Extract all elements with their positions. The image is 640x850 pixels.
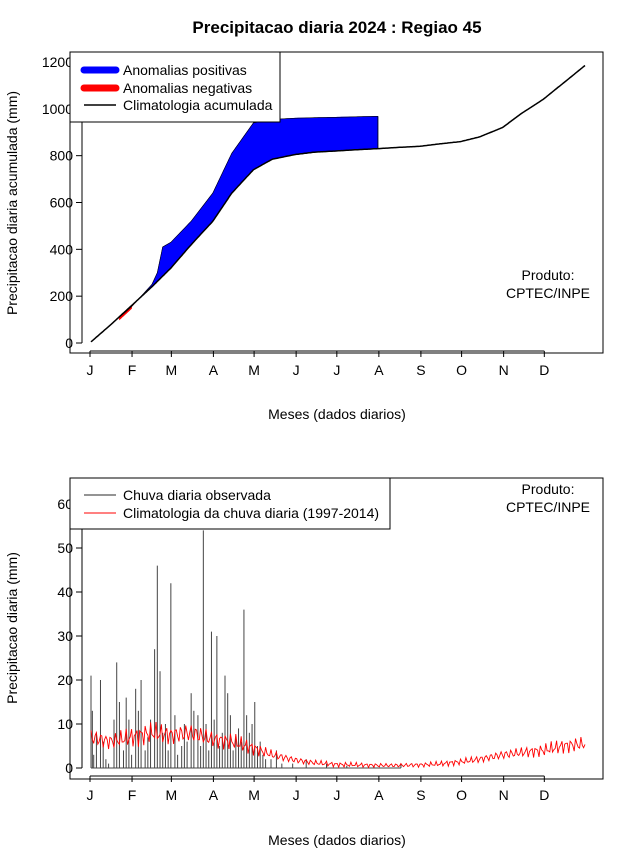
- top-y-axis-label: Precipitacao diaria acumulada (mm): [4, 91, 20, 315]
- x-tick-label: J: [333, 787, 340, 803]
- bottom-panel: 0 10 20 30 40 50 60 J F M A M J J A S O N D Meses (dados …: [4, 477, 604, 848]
- y-tick-label: 800: [50, 148, 74, 164]
- legend-negative-label: Anomalias negativas: [123, 80, 252, 96]
- y-tick-label: 50: [57, 540, 73, 556]
- legend-climatology-daily-label: Climatologia da chuva diaria (1997-2014): [123, 505, 379, 521]
- y-tick-label: 600: [50, 195, 74, 211]
- bottom-annotation-line-1: Produto:: [522, 481, 575, 497]
- bottom-climatology-line: [90, 721, 586, 769]
- x-tick-label: J: [87, 787, 94, 803]
- x-tick-label: O: [456, 787, 467, 803]
- y-tick-label: 1200: [42, 54, 73, 70]
- y-tick-label: 0: [65, 335, 73, 351]
- top-y-axis: 0 200 400 600 800 1000 1200: [42, 54, 83, 351]
- bottom-x-axis-label: Meses (dados diarios): [268, 832, 406, 848]
- y-tick-label: 400: [50, 241, 74, 257]
- y-tick-label: 200: [50, 288, 74, 304]
- x-tick-label: O: [456, 362, 467, 378]
- x-tick-label: A: [209, 787, 219, 803]
- y-tick-label: 60: [57, 496, 73, 512]
- x-tick-label: N: [499, 362, 509, 378]
- x-tick-label: M: [248, 787, 260, 803]
- x-tick-label: M: [166, 787, 178, 803]
- x-tick-label: D: [539, 787, 549, 803]
- x-tick-label: J: [333, 362, 340, 378]
- legend-climatology-label: Climatologia acumulada: [123, 97, 273, 113]
- x-tick-label: F: [128, 787, 137, 803]
- top-lines: [90, 64, 586, 343]
- bottom-observed-bars: [90, 530, 402, 769]
- y-tick-label: 20: [57, 672, 73, 688]
- top-x-axis-label: Meses (dados diarios): [268, 406, 406, 422]
- y-tick-label: 10: [57, 716, 73, 732]
- observed-cumulative-line: [90, 116, 378, 343]
- x-tick-label: D: [539, 362, 549, 378]
- x-tick-label: S: [416, 787, 425, 803]
- legend-positive-label: Anomalias positivas: [123, 62, 247, 78]
- chart-title: Precipitacao diaria 2024 : Regiao 45: [192, 18, 481, 37]
- x-tick-label: J: [293, 362, 300, 378]
- top-annotation-line-1: Produto:: [522, 267, 575, 283]
- top-annotation-line-2: CPTEC/INPE: [506, 285, 590, 301]
- bottom-y-axis: 0 10 20 30 40 50 60: [57, 496, 83, 776]
- y-tick-label: 1000: [42, 101, 73, 117]
- top-panel: 0 200 400 600 800 1000 1200 J F M A M J J A S O N D Meses…: [4, 51, 604, 422]
- bottom-annotation-line-2: CPTEC/INPE: [506, 499, 590, 515]
- y-tick-label: 30: [57, 628, 73, 644]
- bottom-y-axis-label: Precipitacao diaria (mm): [4, 552, 20, 704]
- x-tick-label: J: [293, 787, 300, 803]
- x-tick-label: A: [209, 362, 219, 378]
- y-tick-label: 0: [65, 760, 73, 776]
- legend-observed-label: Chuva diaria observada: [123, 487, 271, 503]
- x-tick-label: N: [499, 787, 509, 803]
- climatology-daily-line: [90, 721, 586, 769]
- x-tick-label: A: [374, 362, 384, 378]
- x-tick-label: M: [248, 362, 260, 378]
- x-tick-label: M: [166, 362, 178, 378]
- bottom-legend-box: [69, 477, 391, 530]
- climatology-cumulative-line: [90, 64, 586, 343]
- x-tick-label: F: [128, 362, 137, 378]
- bottom-legend: Chuva diaria observada Climatologia da c…: [69, 477, 391, 530]
- positive-anomaly-area: [136, 115, 379, 302]
- top-anomaly-fills: [90, 115, 379, 343]
- x-tick-label: A: [374, 787, 384, 803]
- x-tick-label: S: [416, 362, 425, 378]
- x-tick-label: J: [87, 362, 94, 378]
- top-legend: Anomalias positivas Anomalias negativas …: [69, 51, 281, 123]
- y-tick-label: 40: [57, 584, 73, 600]
